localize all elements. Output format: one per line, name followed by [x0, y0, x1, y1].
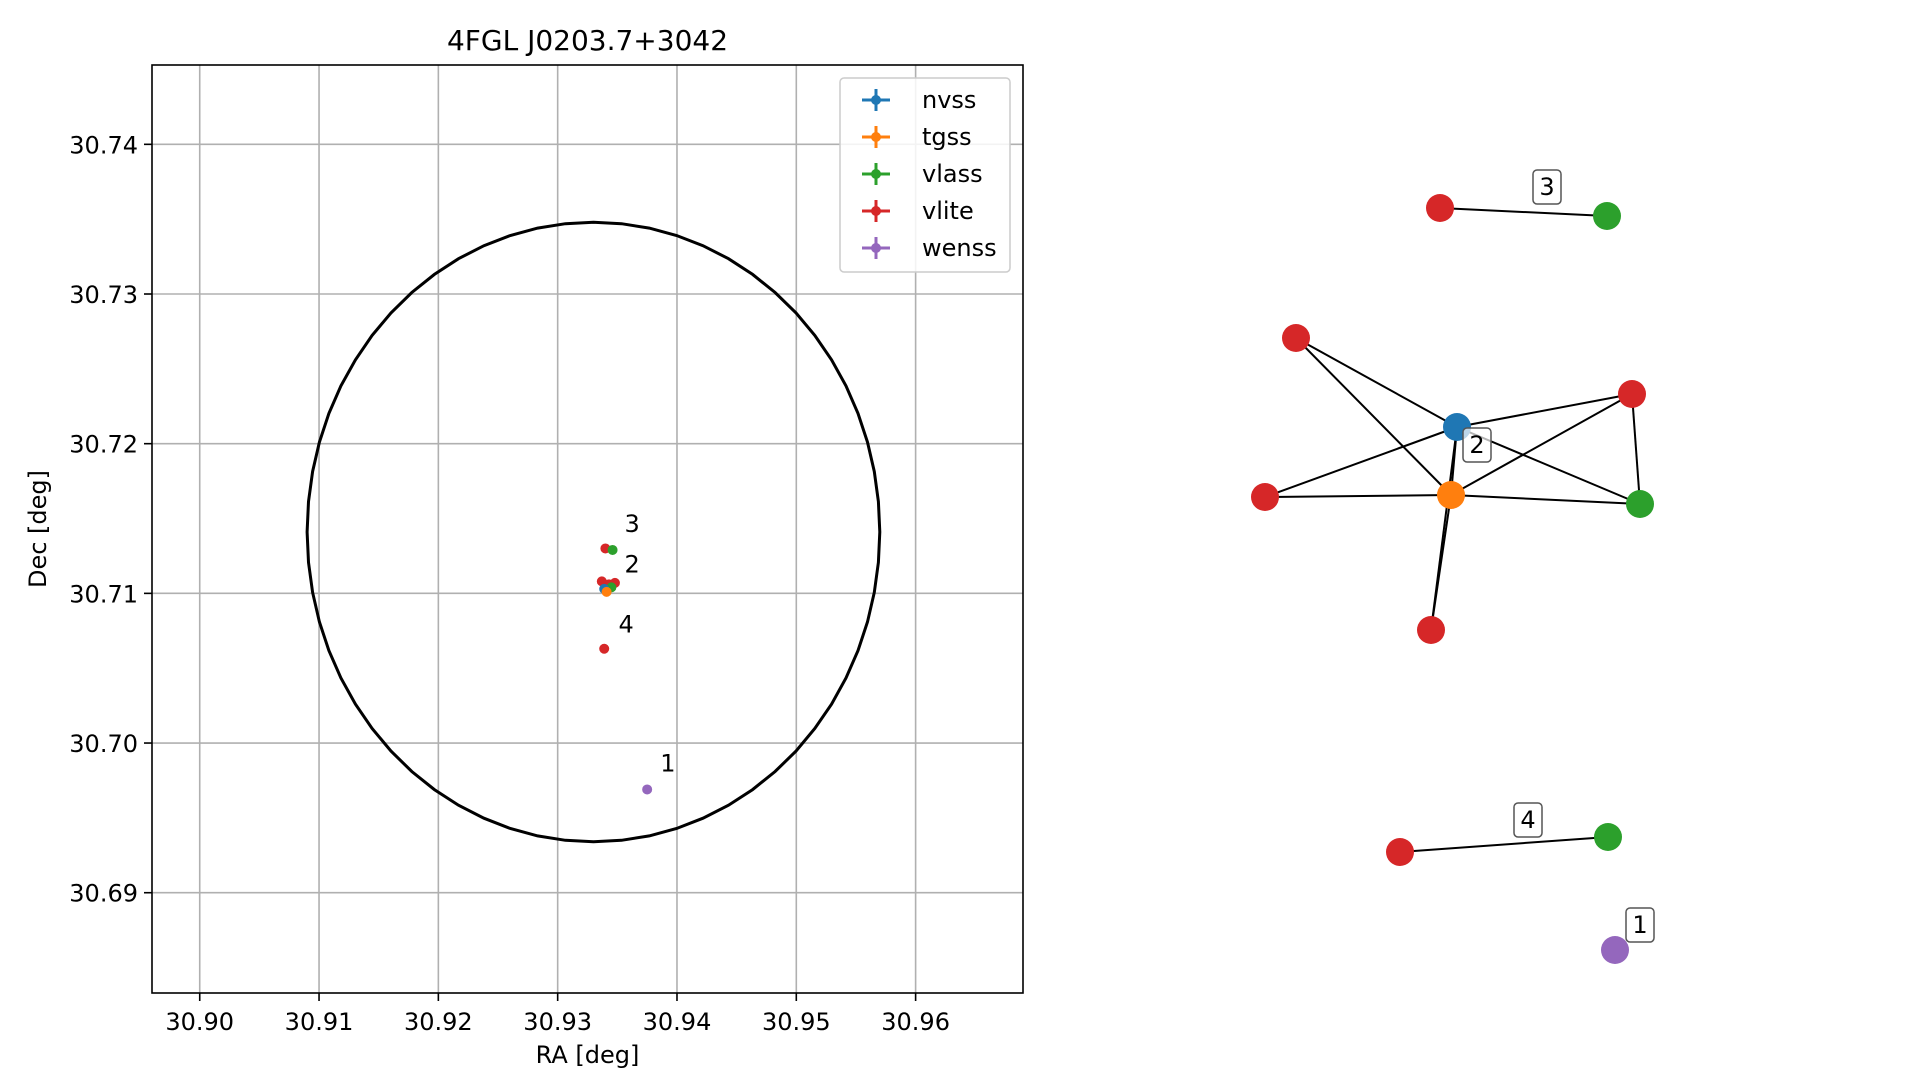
network-edge — [1264, 426, 1458, 498]
y-tick-label: 30.69 — [69, 880, 138, 908]
network-node — [1626, 490, 1654, 518]
x-tick-label: 30.90 — [165, 1008, 234, 1036]
y-axis-label: Dec [deg] — [24, 470, 52, 588]
network-node — [1251, 483, 1279, 511]
network-label-box — [1513, 802, 1543, 838]
point-annotations: 3 2 4 1 — [619, 510, 676, 777]
point-label: 3 — [624, 510, 639, 538]
network-node — [1594, 823, 1622, 851]
network-node — [1618, 380, 1646, 408]
legend-entry-vlass: vlass — [922, 160, 983, 188]
network-node — [1426, 194, 1454, 222]
y-tick-label: 30.71 — [69, 580, 138, 608]
network-edge — [1450, 393, 1633, 496]
network-edge — [1439, 207, 1608, 217]
network-edge — [1295, 337, 1458, 428]
network-edges — [1264, 207, 1641, 853]
network-label: 1 — [1625, 907, 1655, 943]
vlite-point — [599, 643, 610, 654]
network-labels: 3 2 4 1 — [1462, 169, 1655, 943]
network-label-box — [1462, 427, 1492, 463]
network-label-box — [1625, 907, 1655, 943]
network-node — [1437, 481, 1465, 509]
network-edge — [1456, 393, 1633, 428]
network-label: 3 — [1532, 169, 1562, 205]
point-label: 1 — [660, 749, 675, 777]
legend-entry-wenss: wenss — [922, 234, 997, 262]
tgss-point — [601, 586, 612, 597]
y-tick-label: 30.72 — [69, 431, 138, 459]
vlass-point — [607, 544, 618, 555]
legend-marker — [871, 95, 881, 105]
network-label: 2 — [1462, 427, 1492, 463]
x-tick-label: 30.95 — [762, 1008, 831, 1036]
x-tick-label: 30.93 — [523, 1008, 592, 1036]
legend-marker — [871, 132, 881, 142]
network-edge — [1399, 836, 1609, 853]
legend-entry-tgss: tgss — [922, 123, 972, 151]
y-tick-label: 30.74 — [69, 131, 138, 159]
axis-ticks: 30.90 30.91 30.92 30.93 30.94 30.95 30.96 30.69… — [69, 131, 950, 1036]
y-tick-label: 30.70 — [69, 730, 138, 758]
legend-marker — [871, 169, 881, 179]
error-ellipse — [305, 220, 882, 844]
data-points — [596, 543, 653, 795]
point-label: 4 — [619, 610, 634, 638]
network-edge — [1295, 337, 1452, 496]
x-tick-label: 30.92 — [404, 1008, 473, 1036]
network-edge — [1450, 494, 1641, 505]
network-label-box — [1532, 169, 1562, 205]
sky-scatter-plot: 3 2 4 1 30.90 30.91 30.92 30.93 30.94 30.95 30.96… — [24, 24, 1024, 1069]
x-axis-label: RA [deg] — [536, 1041, 640, 1069]
network-node — [1386, 838, 1414, 866]
x-tick-label: 30.91 — [285, 1008, 354, 1036]
x-tick-label: 30.94 — [643, 1008, 712, 1036]
legend-entry-nvss: nvss — [922, 86, 976, 114]
axes-frame — [151, 64, 1024, 994]
match-network-graph: 3 2 4 1 — [1251, 169, 1655, 964]
legend-entry-vlite: vlite — [922, 197, 974, 225]
y-tick-label: 30.73 — [69, 281, 138, 309]
legend-marker — [871, 243, 881, 253]
network-node — [1417, 616, 1445, 644]
network-label-text: 2 — [1469, 431, 1484, 459]
legend-marker — [871, 206, 881, 216]
network-node — [1593, 202, 1621, 230]
x-tick-label: 30.96 — [881, 1008, 950, 1036]
wenss-point — [642, 784, 653, 795]
network-nodes — [1251, 194, 1654, 964]
grid-lines — [152, 65, 1023, 993]
network-node — [1601, 936, 1629, 964]
network-label-text: 3 — [1539, 173, 1554, 201]
chart-title: 4FGL J0203.7+3042 — [447, 24, 728, 57]
network-edge — [1264, 494, 1452, 498]
legend-box — [839, 77, 1011, 273]
point-label: 2 — [624, 550, 639, 578]
network-edge — [1631, 393, 1641, 505]
network-node — [1282, 324, 1310, 352]
network-label-text: 1 — [1632, 911, 1647, 939]
network-label-text: 4 — [1520, 806, 1535, 834]
network-edge — [1430, 494, 1452, 631]
network-label: 4 — [1513, 802, 1543, 838]
legend: nvss tgss vlass vlite wenss — [839, 77, 1011, 273]
